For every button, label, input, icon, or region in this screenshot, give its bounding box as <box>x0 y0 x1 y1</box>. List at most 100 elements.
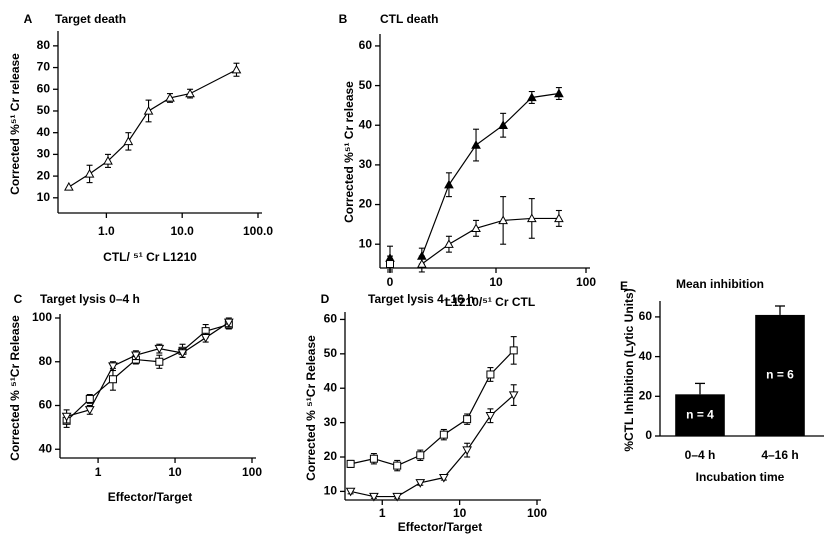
series-line <box>68 69 237 188</box>
y-tick-label: 60 <box>324 312 338 326</box>
marker <box>415 479 426 488</box>
panel-letter: A <box>24 12 33 26</box>
y-tick-label: 30 <box>324 415 338 429</box>
marker <box>143 105 154 115</box>
y-axis-label: Corrected %⁵¹ Cr release <box>8 53 22 195</box>
y-tick-label: 40 <box>39 441 53 455</box>
marker <box>108 375 117 384</box>
marker <box>223 318 234 328</box>
x-tick-label: 10 <box>453 506 467 520</box>
marker <box>154 344 165 354</box>
marker <box>471 140 481 149</box>
marker <box>393 461 402 470</box>
marker <box>498 120 508 129</box>
y-tick-label: 20 <box>324 449 338 463</box>
panel-letter: E <box>620 279 628 293</box>
series-line <box>421 92 559 257</box>
y-tick-label: 60 <box>359 38 373 52</box>
y-tick-label: 100 <box>32 310 52 324</box>
y-tick-label: 60 <box>39 398 53 412</box>
y-tick-label: 0 <box>645 428 652 442</box>
marker <box>508 391 519 401</box>
series-line <box>421 217 559 265</box>
marker <box>554 88 564 98</box>
x-tick-label: 100.0 <box>243 224 273 238</box>
y-tick-label: 60 <box>37 81 51 95</box>
chart-title: Mean inhibition <box>676 277 764 291</box>
y-axis-label: %CTL Inhibition (Lytic Units) <box>622 288 636 451</box>
y-axis-label: Corrected % ⁵¹Cr Release <box>8 315 22 461</box>
marker <box>392 492 403 502</box>
x-tick-label: 1.0 <box>98 224 115 238</box>
chart-title: CTL death <box>380 12 438 26</box>
y-tick-label: 50 <box>324 346 338 360</box>
x-tick-label: 100 <box>576 275 596 289</box>
marker <box>526 213 537 223</box>
marker <box>526 92 537 102</box>
marker <box>471 223 481 233</box>
marker <box>554 213 564 223</box>
marker <box>444 179 454 189</box>
x-tick-label: 1 <box>379 506 386 520</box>
y-tick-label: 20 <box>639 388 653 402</box>
marker <box>231 64 242 74</box>
marker <box>444 239 454 248</box>
x-tick-label: 10.0 <box>171 224 195 238</box>
x-tick-label: 100 <box>242 465 262 479</box>
chart-title: Target death <box>55 12 126 26</box>
marker <box>123 136 134 146</box>
y-tick-label: 40 <box>324 380 338 394</box>
marker <box>185 88 195 98</box>
chart-title: Target lysis 4–16 h <box>368 292 475 306</box>
marker <box>131 351 141 361</box>
bar <box>675 394 725 436</box>
y-tick-label: 20 <box>37 168 51 182</box>
marker <box>369 492 379 502</box>
panel-letter: C <box>14 292 23 306</box>
bar <box>755 314 805 436</box>
marker <box>155 357 164 366</box>
marker <box>165 92 175 102</box>
marker <box>85 394 94 403</box>
y-tick-label: 40 <box>37 125 51 139</box>
bar-label: n = 4 <box>686 407 714 421</box>
marker <box>462 446 472 456</box>
y-tick-label: 20 <box>359 197 373 211</box>
marker <box>498 215 508 225</box>
marker <box>345 487 356 497</box>
x-axis-label: Incubation time <box>696 470 785 484</box>
x-tick-label: 0–4 h <box>685 448 716 462</box>
marker <box>463 415 472 424</box>
x-axis-label: Effector/Target <box>108 490 192 504</box>
x-tick-label: 10 <box>168 465 182 479</box>
marker <box>84 406 95 415</box>
series-line <box>350 394 515 498</box>
marker <box>416 451 425 460</box>
y-tick-label: 30 <box>37 147 51 161</box>
y-tick-label: 10 <box>324 484 338 498</box>
marker <box>84 168 95 178</box>
y-axis-label: Corrected % ⁵¹Cr Release <box>304 335 318 481</box>
y-axis-label: Corrected %⁵¹ Cr release <box>342 81 356 223</box>
marker <box>486 370 495 379</box>
marker <box>439 430 448 439</box>
y-tick-label: 50 <box>359 78 373 92</box>
x-axis-label: L1210/⁵¹ Cr CTL <box>445 295 535 309</box>
y-tick-label: 40 <box>359 117 373 131</box>
marker <box>177 349 188 359</box>
y-tick-label: 60 <box>639 309 653 323</box>
y-tick-label: 80 <box>39 354 53 368</box>
marker <box>438 473 449 483</box>
marker <box>108 362 118 372</box>
y-tick-label: 10 <box>37 190 51 204</box>
marker <box>485 412 496 421</box>
panel-letter: B <box>339 12 348 26</box>
series-line <box>66 321 230 418</box>
x-axis-label: CTL/ ⁵¹ Cr L1210 <box>103 250 197 264</box>
marker <box>509 346 518 355</box>
marker <box>61 412 72 422</box>
panel-letter: D <box>321 292 330 306</box>
x-tick-label: 10 <box>489 275 503 289</box>
marker <box>200 333 211 343</box>
